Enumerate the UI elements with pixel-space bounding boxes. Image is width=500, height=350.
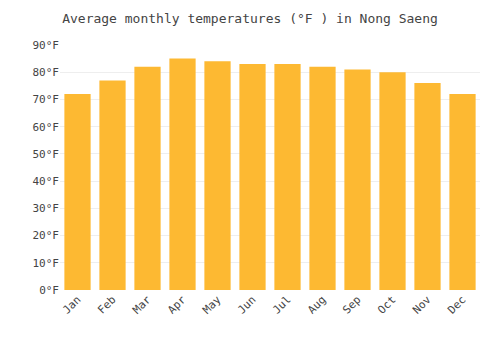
svg-text:10°F: 10°F bbox=[33, 257, 60, 270]
svg-text:50°F: 50°F bbox=[33, 148, 60, 161]
svg-text:Average monthly temperatures (: Average monthly temperatures (°F ) in No… bbox=[62, 11, 438, 26]
svg-text:30°F: 30°F bbox=[33, 202, 60, 215]
svg-text:Nov: Nov bbox=[410, 293, 434, 317]
svg-text:Apr: Apr bbox=[165, 293, 189, 317]
svg-text:0°F: 0°F bbox=[39, 284, 59, 297]
svg-text:90°F: 90°F bbox=[33, 39, 60, 52]
svg-text:Feb: Feb bbox=[95, 293, 118, 316]
svg-text:Jul: Jul bbox=[270, 293, 293, 316]
svg-text:Aug: Aug bbox=[305, 293, 328, 316]
svg-text:Oct: Oct bbox=[375, 293, 398, 316]
svg-text:Jan: Jan bbox=[60, 293, 83, 316]
svg-text:Mar: Mar bbox=[130, 293, 154, 317]
svg-text:20°F: 20°F bbox=[33, 229, 60, 242]
svg-text:70°F: 70°F bbox=[33, 93, 60, 106]
svg-text:60°F: 60°F bbox=[33, 121, 60, 134]
svg-text:Jun: Jun bbox=[235, 293, 258, 316]
svg-text:May: May bbox=[200, 293, 224, 317]
svg-text:Dec: Dec bbox=[445, 293, 468, 316]
svg-text:40°F: 40°F bbox=[33, 175, 60, 188]
svg-text:Sep: Sep bbox=[340, 293, 363, 316]
svg-text:80°F: 80°F bbox=[33, 66, 60, 79]
